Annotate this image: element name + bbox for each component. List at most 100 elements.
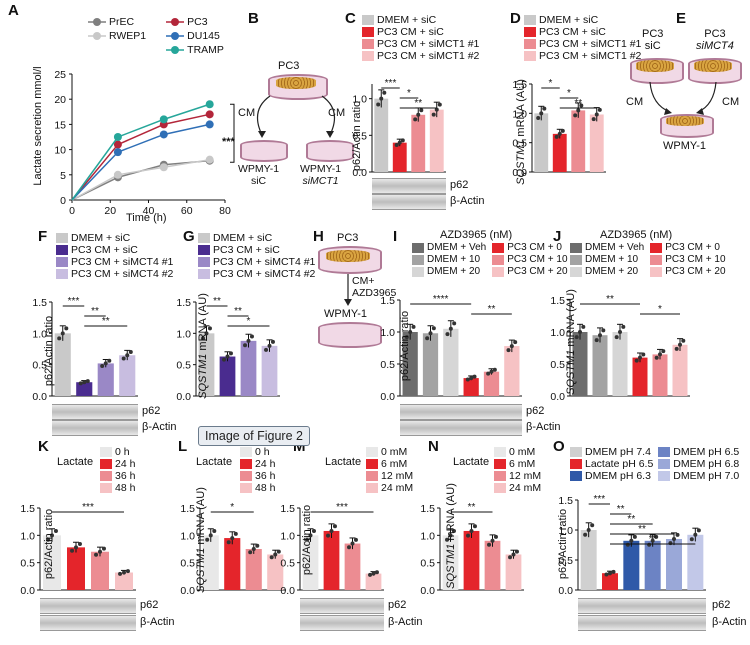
blot-c-actin [372,194,446,210]
legend-l: 0 h 24 h 36 h 48 h [240,446,275,494]
bar-G-3 [261,345,278,396]
dot-G-0 [204,331,209,336]
panel-label-e: E [676,10,687,27]
dot-L-1 [233,531,238,536]
series-point-rwep1 [205,155,214,164]
ylabel-k: p62/Actin ratio [43,508,56,580]
dot-M-1 [329,528,334,533]
blot-o-actin [578,615,706,631]
tick-label-C-y: 1.0 [352,94,367,106]
ylabel-g: SQSTM1 mRNA (AU) [196,293,209,399]
tick-label-D-y: 0.0 [512,167,527,179]
dot-K-3 [122,570,126,575]
bar-J-0 [572,332,588,396]
e-a-label: PC3 siC [642,28,664,52]
h-top-cells [326,250,370,262]
legend-g: DMEM + siC PC3 CM + siC PC3 CM + siMCT4 … [198,232,315,280]
dot-O-5 [693,532,698,537]
bar-F-0 [54,333,71,396]
dot-G-1 [222,357,227,362]
legend-i: DMEM + Veh DMEM + 10 DMEM + 20 PC3 CM + … [412,242,568,278]
sig-label-N: ** [468,502,476,513]
panel-label-a: A [8,2,19,19]
dot-O-5 [689,537,694,542]
tick-label-a-y: 15 [54,119,66,131]
tick-label-C-y: 0.5 [352,130,367,142]
dot-G-2 [243,343,248,348]
panel-label-d: D [510,10,521,27]
tick-label-D-y: 1.0 [512,108,527,120]
dot-G-0 [201,336,206,341]
dot-J-0 [574,335,579,340]
legend-o: DMEM pH 7.4 Lactate pH 6.5 DMEM pH 6.3 D… [570,446,739,482]
bar-I-1 [422,333,439,396]
bar-I-5 [504,346,520,396]
b-left-label: WPMY-1 siC [238,163,280,187]
dot-C-2 [419,108,424,113]
dot-C-0 [376,102,381,107]
dot-M-2 [350,541,355,546]
e-b-label: PC3 siMCT4 [696,28,734,52]
dot-J-3 [641,352,646,357]
dot-K-0 [46,537,51,542]
dot-I-0 [404,335,409,340]
bar-M-1 [323,530,340,590]
tick-label-G-y: 1.5 [176,297,191,309]
legend-j: DMEM + Veh DMEM + 10 DMEM + 20 PC3 CM + … [570,242,726,278]
tick-label-M-y: 0.5 [280,558,295,570]
tick-label-O-y: 1.0 [558,525,573,537]
bar-L-1 [224,538,241,590]
dot-M-3 [368,572,373,577]
legend-m: 0 mM 6 mM 12 mM 24 mM [366,446,413,494]
tick-label-N-y: 0.5 [420,558,435,570]
dot-F-2 [100,364,105,369]
sig-label-L: * [230,502,234,513]
bar-I-4 [483,371,500,396]
dot-J-2 [614,335,619,340]
sig-label-F: ** [91,306,99,317]
legend-a-2: PC3 [187,16,208,28]
tick-label-G-y: 0.5 [176,360,191,372]
e-bottom-label: WPMY-1 [663,140,706,152]
bar-N-0 [442,535,459,590]
blot-k-actin [40,615,136,631]
bar-O-1 [602,573,618,590]
ylabel-i: p62/Actin ratio [399,310,412,382]
tick-label-L-y: 1.5 [180,503,195,515]
tick-label-D-y: 1.5 [512,79,527,91]
dot-I-2 [445,332,450,337]
panel-label-j: J [553,228,562,245]
dot-I-4 [489,369,494,374]
dot-O-1 [608,571,612,576]
dot-C-3 [434,107,439,112]
dot-D-1 [554,134,559,139]
dot-D-0 [542,106,547,111]
dot-J-4 [658,352,662,357]
sig-label-O: ** [627,514,635,525]
dot-D-0 [539,111,544,116]
dot-K-1 [77,541,82,546]
dot-D-1 [560,128,565,133]
dot-L-2 [251,547,256,551]
blot-o-p62 [578,598,706,614]
bar-M-3 [365,573,382,590]
dot-C-1 [397,140,402,145]
tick-label-O-y: 0.5 [558,555,573,567]
sig-label-I: **** [433,294,449,305]
series-point-rwep1 [113,170,122,179]
dot-O-0 [586,528,591,532]
bar-D-0 [534,113,549,172]
dot-J-4 [661,349,666,354]
sig-label-J: * [658,304,662,315]
dot-F-0 [57,336,62,341]
dot-O-2 [625,542,630,547]
h-bottom-dish [318,322,382,348]
b-top-label: PC3 [278,60,300,72]
dot-J-2 [621,324,626,329]
dot-M-0 [308,533,313,538]
sig-label-G: ** [234,306,242,317]
tick-label-a-y: 10 [54,145,66,157]
bar-O-2 [623,540,640,590]
dot-G-3 [264,347,269,352]
tick-label-a-x: 40 [143,205,155,217]
